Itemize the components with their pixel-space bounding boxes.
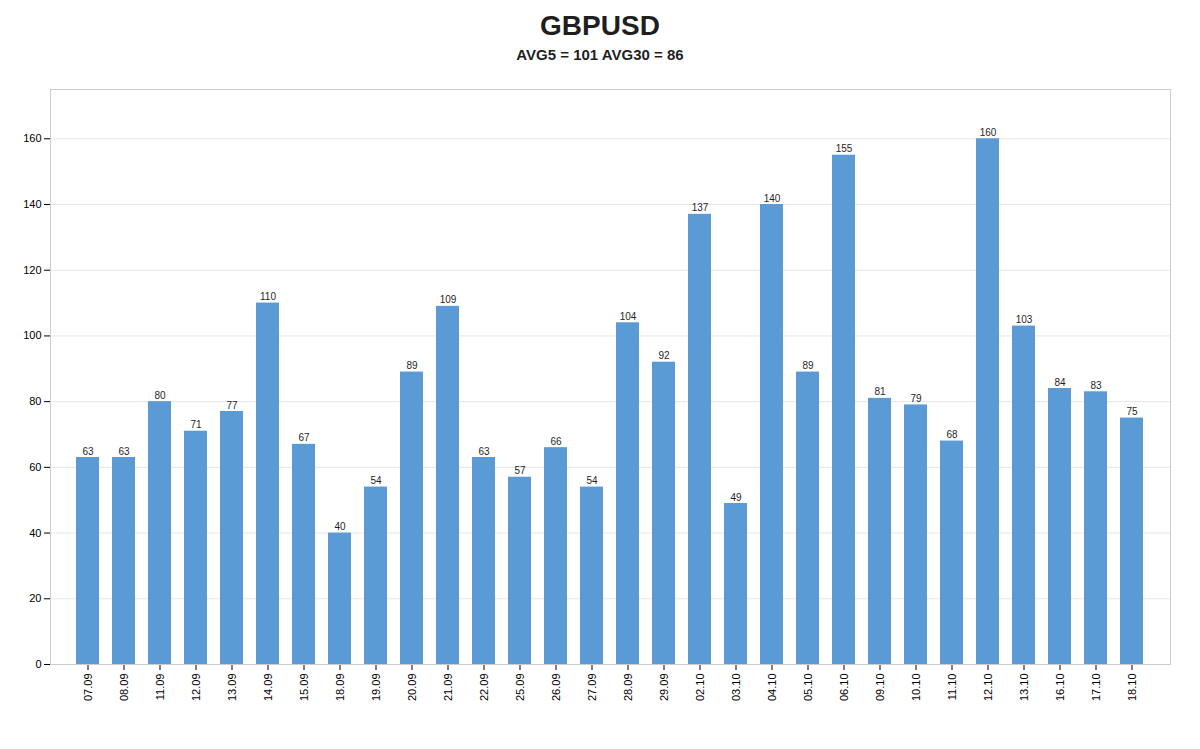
svg-text:49: 49 (730, 492, 742, 503)
svg-text:02.10: 02.10 (694, 674, 706, 702)
svg-text:89: 89 (406, 360, 418, 371)
svg-text:110: 110 (260, 291, 276, 302)
svg-text:89: 89 (802, 360, 814, 371)
svg-text:12.10: 12.10 (982, 674, 994, 702)
svg-text:109: 109 (440, 294, 457, 305)
svg-text:84: 84 (1054, 377, 1066, 388)
svg-text:11.09: 11.09 (154, 674, 166, 701)
svg-text:08.09: 08.09 (118, 674, 130, 702)
svg-text:54: 54 (586, 475, 598, 486)
svg-text:03.10: 03.10 (730, 674, 742, 702)
svg-text:137: 137 (692, 202, 709, 213)
svg-text:0: 0 (35, 658, 41, 670)
svg-text:67: 67 (298, 432, 310, 443)
svg-text:07.09: 07.09 (82, 674, 94, 702)
html-text:AVG5 = 101 AVG30 = 86: AVG5 = 101 AVG30 = 86 (516, 46, 684, 63)
svg-text:140: 140 (23, 198, 41, 210)
svg-text:09.10: 09.10 (874, 674, 886, 702)
svg-text:40: 40 (334, 521, 346, 532)
svg-text:10.10: 10.10 (910, 674, 922, 702)
svg-text:79: 79 (910, 393, 922, 404)
svg-text:22.09: 22.09 (478, 674, 490, 702)
svg-text:40: 40 (29, 527, 41, 539)
svg-text:05.10: 05.10 (802, 674, 814, 702)
svg-text:57: 57 (514, 465, 526, 476)
svg-text:66: 66 (550, 436, 562, 447)
svg-text:54: 54 (370, 475, 382, 486)
svg-text:63: 63 (118, 446, 130, 457)
svg-text:06.10: 06.10 (838, 674, 850, 702)
svg-text:25.09: 25.09 (514, 674, 526, 702)
svg-text:29.09: 29.09 (658, 674, 670, 702)
svg-text:15.09: 15.09 (298, 674, 310, 702)
svg-text:04.10: 04.10 (766, 674, 778, 702)
svg-text:92: 92 (658, 350, 670, 361)
svg-text:160: 160 (980, 127, 997, 138)
svg-text:103: 103 (1016, 314, 1033, 325)
svg-text:11.10: 11.10 (946, 674, 958, 701)
html-text:GBPUSD: GBPUSD (540, 10, 660, 41)
svg-text:16.10: 16.10 (1054, 674, 1066, 702)
svg-text:155: 155 (836, 143, 853, 154)
svg-text:63: 63 (478, 446, 490, 457)
svg-text:63: 63 (82, 446, 94, 457)
svg-text:18.09: 18.09 (334, 674, 346, 702)
svg-text:14.09: 14.09 (262, 674, 274, 702)
svg-text:71: 71 (190, 419, 202, 430)
svg-text:13.10: 13.10 (1018, 674, 1030, 702)
svg-text:140: 140 (764, 193, 781, 204)
svg-text:27.09: 27.09 (586, 674, 598, 702)
svg-text:13.09: 13.09 (226, 674, 238, 702)
svg-text:68: 68 (946, 429, 958, 440)
svg-text:75: 75 (1126, 406, 1138, 417)
svg-text:19.09: 19.09 (370, 674, 382, 702)
svg-text:80: 80 (29, 395, 41, 407)
svg-text:77: 77 (226, 400, 238, 411)
svg-text:81: 81 (874, 386, 886, 397)
svg-text:26.09: 26.09 (550, 674, 562, 702)
svg-text:21.09: 21.09 (442, 674, 454, 702)
svg-text:18.10: 18.10 (1126, 674, 1138, 702)
svg-text:20: 20 (29, 592, 41, 604)
svg-text:83: 83 (1090, 380, 1102, 391)
svg-text:104: 104 (620, 311, 637, 322)
svg-text:80: 80 (154, 390, 166, 401)
svg-text:28.09: 28.09 (622, 674, 634, 702)
svg-text:60: 60 (29, 461, 41, 473)
svg-text:20.09: 20.09 (406, 674, 418, 702)
svg-text:120: 120 (23, 264, 41, 276)
svg-text:100: 100 (23, 329, 41, 341)
svg-text:12.09: 12.09 (190, 674, 202, 702)
svg-text:17.10: 17.10 (1090, 674, 1102, 702)
svg-text:160: 160 (23, 132, 41, 144)
